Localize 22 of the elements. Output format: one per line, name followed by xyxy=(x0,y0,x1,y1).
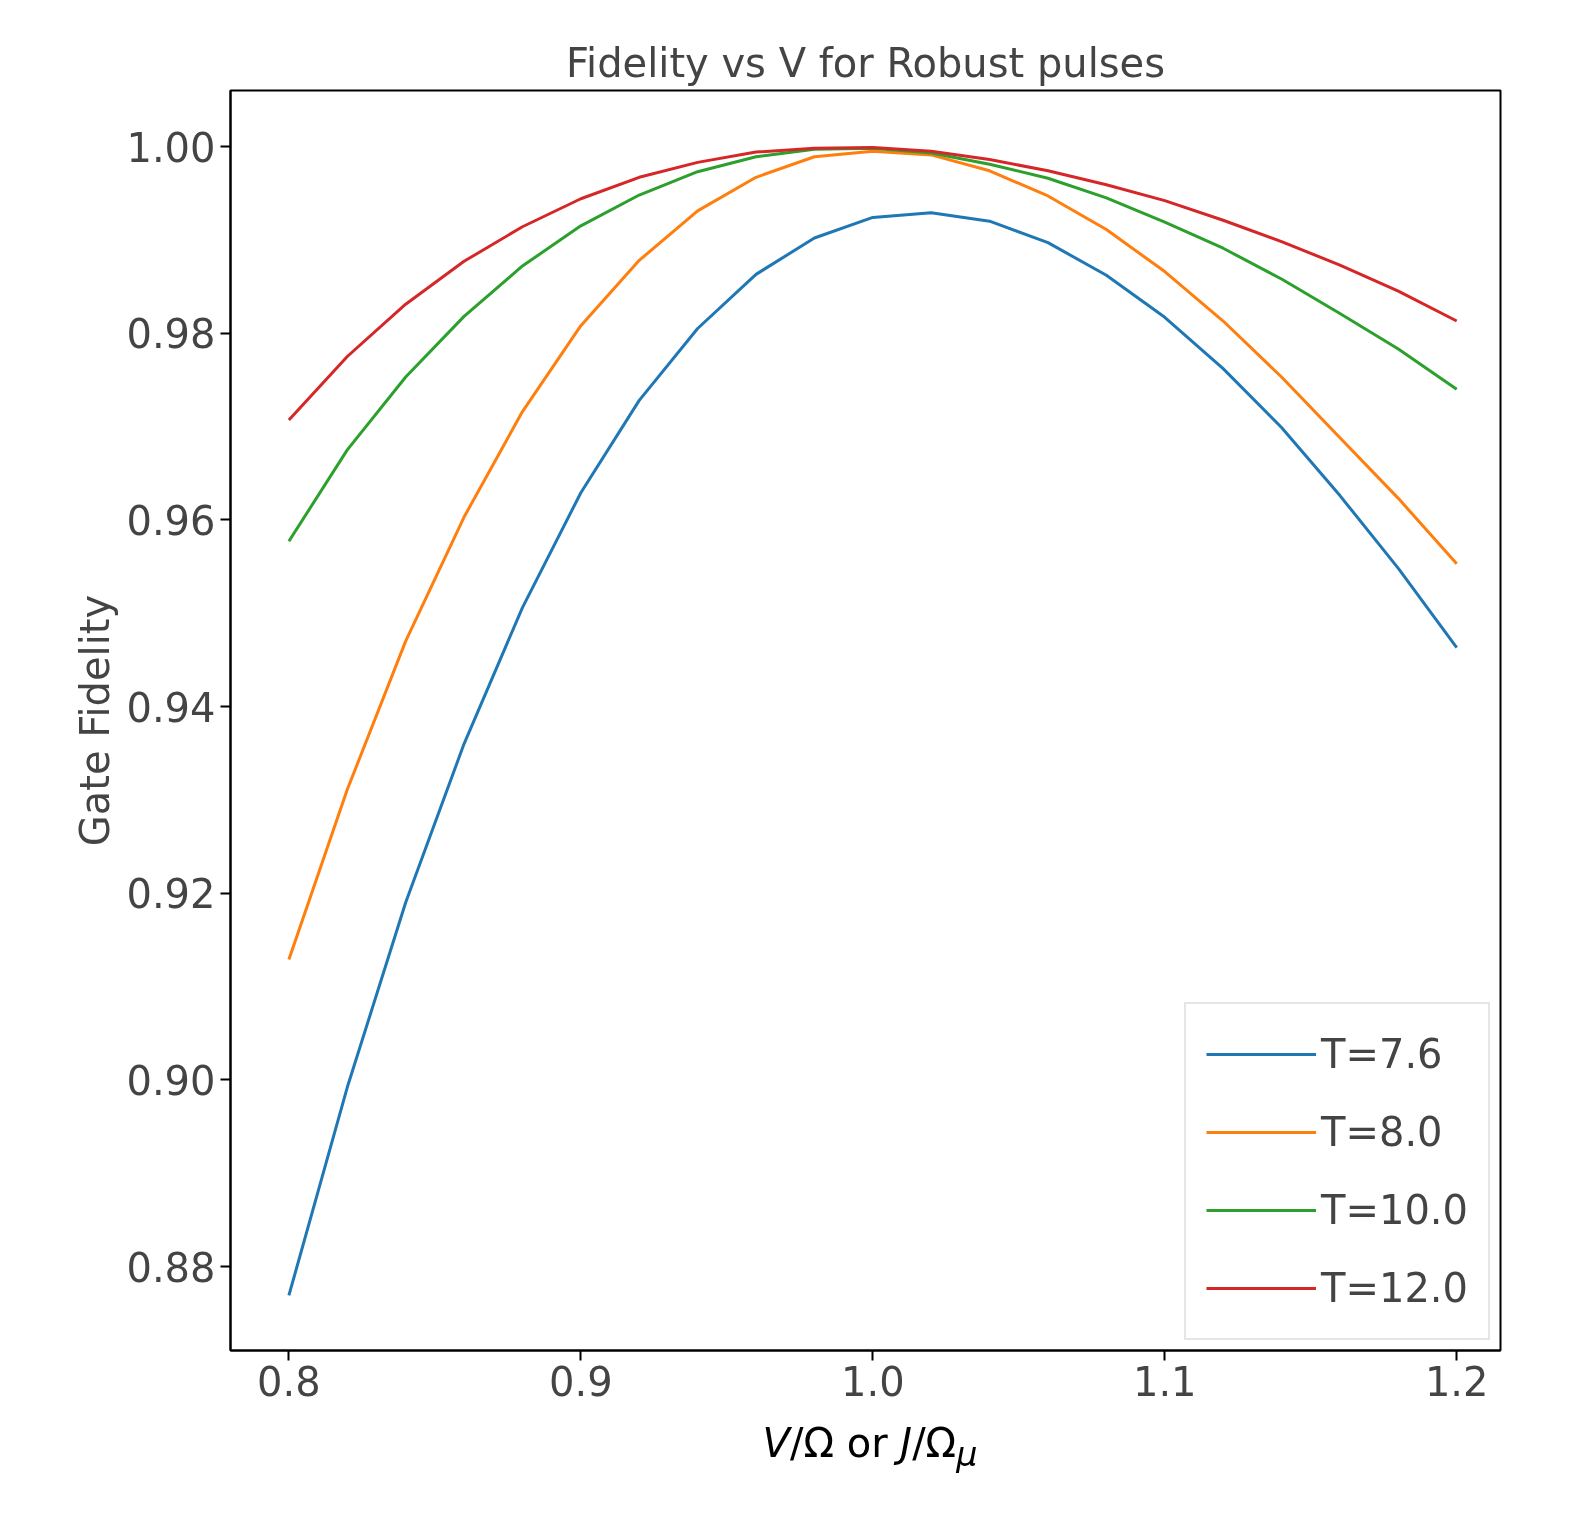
x-tick-label: 0.9 xyxy=(549,1358,613,1405)
legend-label: T=10.0 xyxy=(1320,1186,1468,1235)
x-tick-label: 1.2 xyxy=(1424,1358,1489,1405)
line-series xyxy=(287,145,1459,422)
x-tick-label: 1.0 xyxy=(840,1358,905,1405)
x-tick-label: 0.8 xyxy=(257,1358,321,1405)
legend-label: T=8.0 xyxy=(1320,1108,1443,1157)
y-tick-label: 0.94 xyxy=(126,684,216,731)
y-tick-label: 0.98 xyxy=(126,311,216,358)
x-axis-title: V/Ω or J/Ω$_{μ}$ xyxy=(761,1419,979,1476)
chart-title: Fidelity vs V for Robust pulses xyxy=(565,39,1166,86)
y-tick-label: 0.96 xyxy=(126,497,216,544)
line-series xyxy=(287,146,1459,543)
y-tick-label: 1.00 xyxy=(126,124,216,171)
legend-label: T=7.6 xyxy=(1320,1030,1443,1079)
y-tick-label: 0.90 xyxy=(126,1057,216,1104)
y-tick-label: 0.92 xyxy=(126,871,216,918)
y-tick-label: 0.88 xyxy=(126,1244,216,1291)
x-tick-label: 1.1 xyxy=(1132,1358,1197,1405)
y-axis-title: Gate Fidelity xyxy=(72,594,119,847)
line-series xyxy=(287,149,1459,961)
legend-label: T=12.0 xyxy=(1320,1264,1468,1313)
